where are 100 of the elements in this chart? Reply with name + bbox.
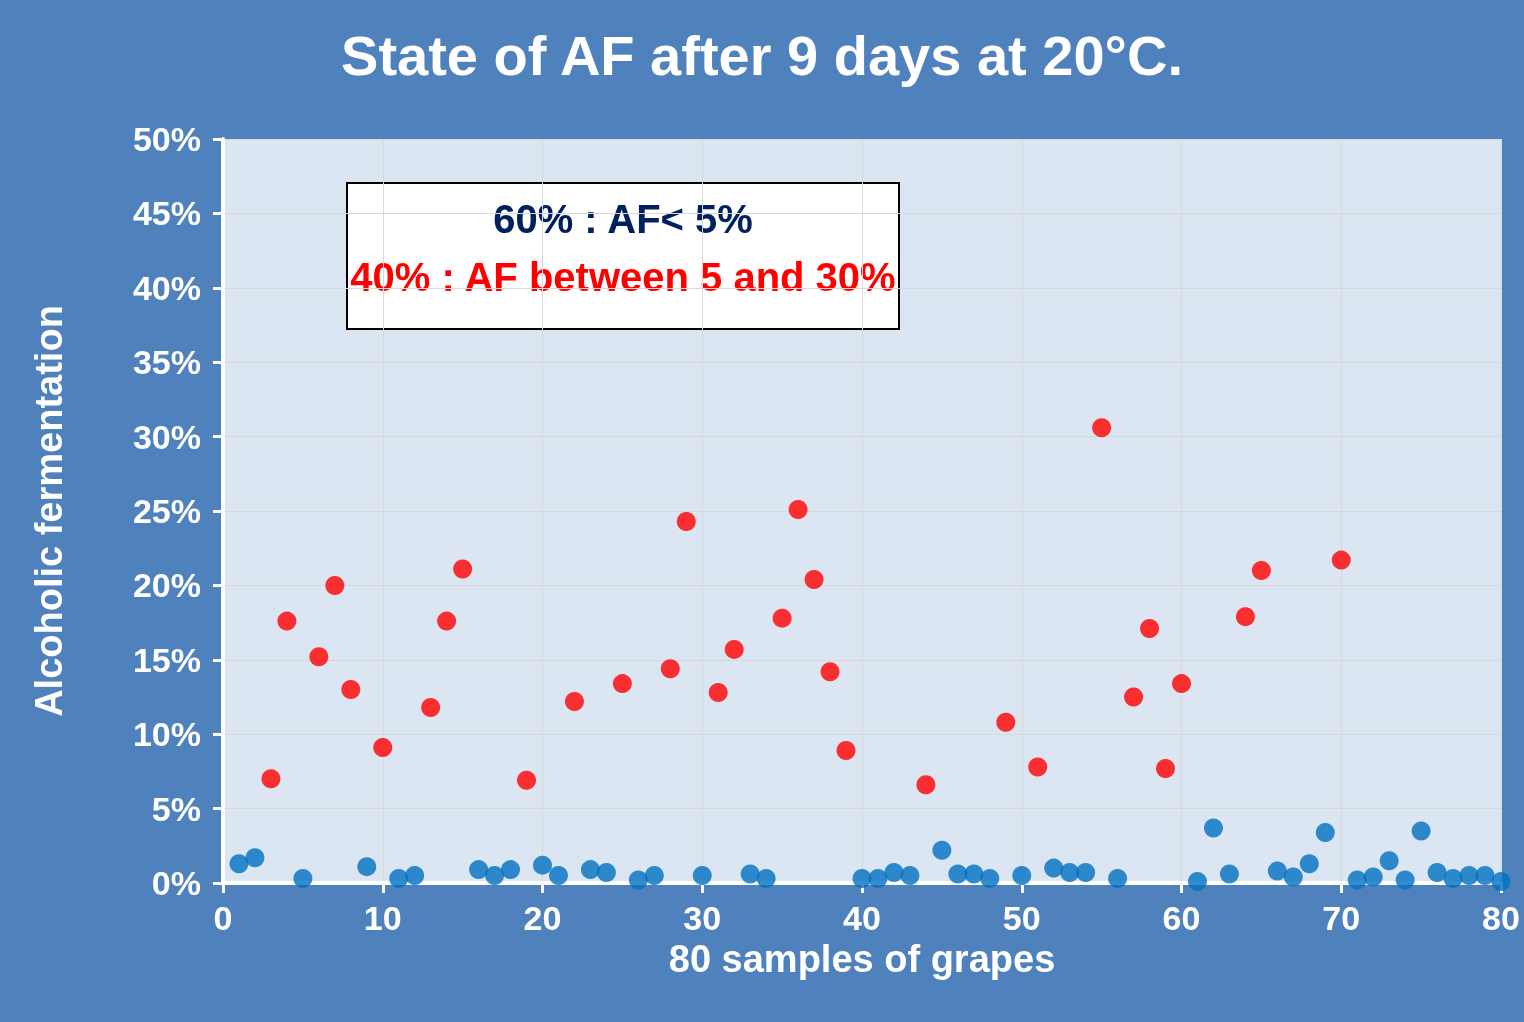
x-tick-label: 20 (523, 899, 562, 937)
point (357, 857, 377, 877)
y-tick-label: 15% (132, 640, 201, 679)
point (692, 866, 712, 886)
x-tick-label: 10 (363, 899, 402, 937)
point (1283, 867, 1303, 887)
x-tick-label: 50 (1002, 899, 1041, 937)
point (469, 860, 489, 880)
point (628, 870, 648, 890)
point (724, 639, 744, 659)
point (1363, 867, 1383, 887)
y-tick-label: 35% (132, 343, 201, 382)
y-tick-label: 20% (132, 566, 201, 605)
point (1411, 821, 1431, 841)
x-tick-label: 70 (1322, 899, 1361, 937)
point (660, 659, 680, 679)
x-tick-label: 0 (213, 899, 233, 937)
point (1060, 863, 1080, 883)
point (373, 738, 393, 758)
point (948, 864, 968, 884)
point (229, 854, 249, 874)
point (1044, 858, 1064, 878)
point (900, 866, 920, 886)
point (996, 712, 1016, 732)
y-tick-label: 50% (132, 120, 201, 158)
y-tick-label: 25% (132, 492, 201, 530)
point (437, 611, 457, 631)
point (884, 863, 904, 883)
point (517, 770, 537, 790)
point (1172, 674, 1191, 694)
x-tick-label: 80 (1482, 899, 1520, 937)
point (245, 848, 265, 868)
point (1459, 866, 1479, 886)
point (325, 575, 345, 595)
point (277, 611, 297, 631)
point (1219, 864, 1239, 884)
point (405, 866, 425, 886)
point (341, 680, 361, 700)
point (293, 869, 313, 889)
point (980, 869, 1000, 889)
point (1076, 863, 1096, 883)
point (820, 662, 840, 682)
chart-title: State of AF after 9 days at 20°C. (341, 23, 1183, 87)
point (389, 869, 409, 889)
point (644, 866, 664, 886)
point (932, 840, 952, 860)
point (1156, 758, 1176, 778)
y-tick-label: 40% (132, 268, 201, 307)
point (1187, 872, 1207, 892)
point (852, 869, 872, 889)
point (1108, 869, 1128, 889)
point (772, 608, 792, 628)
point (1092, 418, 1112, 438)
point (868, 869, 888, 889)
point (836, 741, 856, 761)
point (1331, 550, 1351, 570)
point (964, 864, 984, 884)
point (1347, 870, 1367, 890)
point (580, 860, 600, 880)
point (564, 691, 584, 711)
point (676, 511, 696, 531)
point (261, 769, 281, 789)
point (548, 866, 568, 886)
point (916, 775, 936, 795)
y-tick-label: 30% (132, 417, 201, 456)
point (804, 569, 824, 589)
point (1475, 866, 1495, 886)
x-tick-label: 30 (683, 899, 722, 937)
y-tick-label: 5% (151, 789, 201, 828)
point (1443, 869, 1463, 889)
point (1203, 818, 1223, 838)
x-tick-label: 40 (843, 899, 881, 937)
point (612, 674, 632, 694)
point (1315, 822, 1335, 842)
point (708, 683, 728, 703)
y-tick-label: 45% (132, 194, 201, 233)
point (596, 863, 616, 883)
point (1395, 870, 1415, 890)
point (533, 855, 552, 875)
point (1267, 861, 1287, 881)
point (1299, 854, 1319, 874)
point (421, 697, 441, 717)
point (1028, 757, 1048, 777)
point (740, 864, 760, 884)
y-tick-label: 0% (151, 864, 201, 902)
point (1140, 619, 1160, 639)
point (453, 559, 473, 579)
point (756, 869, 776, 889)
point (788, 500, 808, 520)
point (485, 866, 505, 886)
point (309, 647, 329, 667)
y-tick-label: 10% (132, 715, 201, 754)
point (1251, 561, 1271, 581)
point (1235, 607, 1255, 627)
point (1124, 687, 1144, 707)
x-tick-label: 60 (1162, 899, 1201, 937)
point (1012, 866, 1032, 886)
point (1427, 863, 1447, 883)
point (1379, 851, 1399, 871)
point (501, 860, 521, 880)
